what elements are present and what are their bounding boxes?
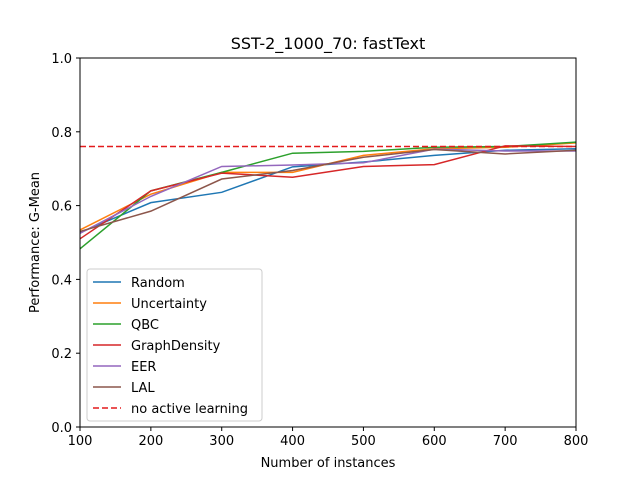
x-tick-label: 500 bbox=[351, 434, 376, 449]
legend-label-2: QBC bbox=[131, 318, 159, 333]
series-line-1 bbox=[79, 142, 577, 231]
x-tick-label: 800 bbox=[564, 434, 589, 449]
legend-box bbox=[86, 268, 263, 422]
legend-label-1: Uncertainty bbox=[131, 297, 207, 312]
legend-label-6: no active learning bbox=[131, 402, 248, 417]
series-line-3 bbox=[79, 145, 577, 240]
y-axis-label: Performance: G-Mean bbox=[28, 172, 43, 313]
plot-area bbox=[79, 141, 577, 250]
x-axis-label: Number of instances bbox=[261, 456, 396, 471]
x-tick-label: 300 bbox=[209, 434, 234, 449]
y-tick-label: 0.8 bbox=[51, 126, 72, 141]
y-tick-label: 0.0 bbox=[51, 421, 72, 436]
y-axis: 0.0 0.2 0.4 0.6 0.8 1.0 bbox=[51, 52, 80, 436]
y-tick-label: 1.0 bbox=[51, 52, 72, 67]
legend-label-5: LAL bbox=[131, 381, 155, 396]
legend-label-4: EER bbox=[131, 360, 156, 375]
y-tick-label: 0.2 bbox=[51, 347, 72, 362]
y-tick-label: 0.6 bbox=[51, 200, 72, 215]
plot-frame bbox=[79, 57, 577, 428]
x-tick-label: 200 bbox=[138, 434, 163, 449]
x-tick-label: 100 bbox=[68, 434, 93, 449]
series-line-4 bbox=[79, 148, 576, 234]
legend-label-3: GraphDensity bbox=[131, 339, 221, 354]
x-tick-label: 600 bbox=[422, 434, 447, 449]
x-axis: 100 200 300 400 500 600 700 800 bbox=[68, 427, 589, 449]
chart-title: SST-2_1000_70: fastText bbox=[231, 34, 426, 54]
legend-label-0: Random bbox=[131, 276, 185, 291]
series-line-5 bbox=[79, 148, 577, 233]
legend: Random Uncertainty QBC GraphDensity EER LAL no… bbox=[86, 268, 263, 422]
x-tick-label: 400 bbox=[280, 434, 305, 449]
x-tick-label: 700 bbox=[493, 434, 518, 449]
y-tick-label: 0.4 bbox=[51, 273, 72, 288]
